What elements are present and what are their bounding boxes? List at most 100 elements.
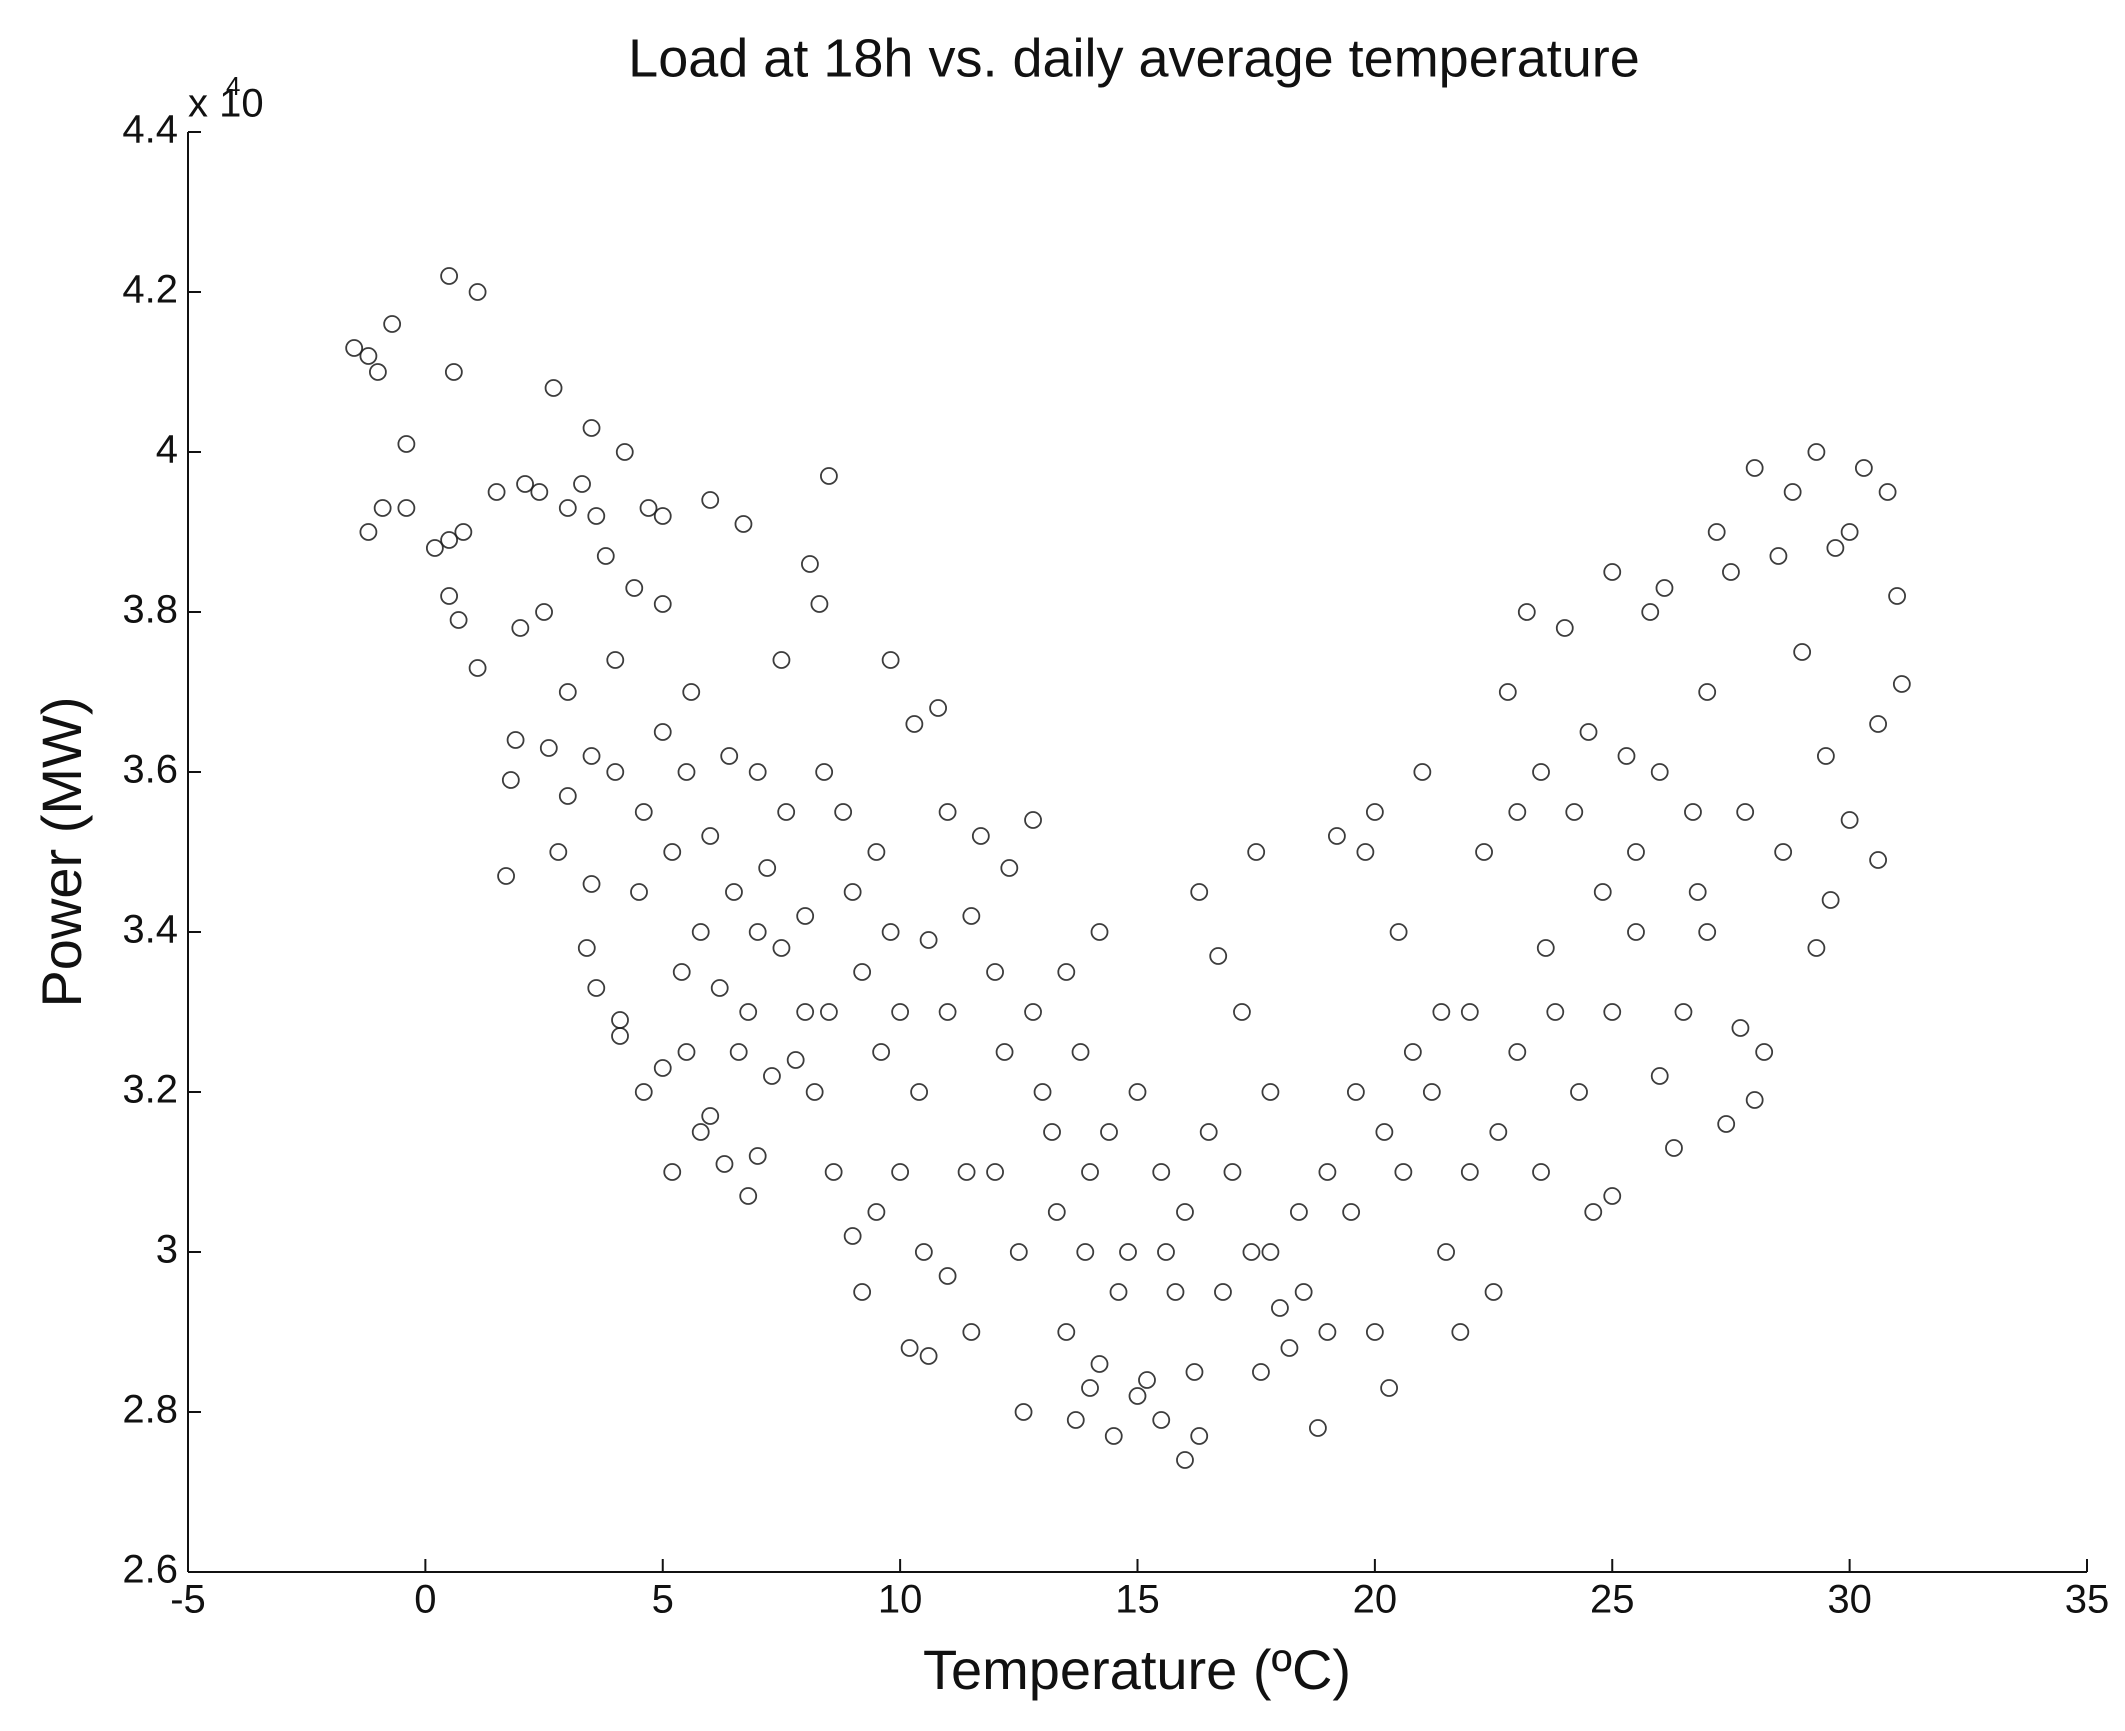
scatter-point bbox=[834, 803, 853, 821]
scatter-point bbox=[1584, 1203, 1603, 1221]
scatter-point bbox=[1214, 1283, 1232, 1301]
scatter-point bbox=[720, 747, 739, 765]
scatter-point bbox=[535, 603, 553, 621]
scatter-point bbox=[1603, 1003, 1622, 1021]
scatter-point bbox=[1294, 1283, 1313, 1301]
scatter-point bbox=[1536, 939, 1555, 957]
scatter-point bbox=[1261, 1083, 1280, 1101]
scatter-point bbox=[1869, 715, 1888, 733]
scatter-point bbox=[544, 379, 563, 397]
x-tick-label: 0 bbox=[414, 1578, 436, 1622]
scatter-point bbox=[1199, 1123, 1218, 1141]
scatter-point bbox=[397, 435, 416, 453]
scatter-point bbox=[606, 763, 625, 781]
scatter-point bbox=[596, 547, 615, 565]
scatter-point bbox=[1593, 883, 1612, 901]
scatter-point bbox=[1389, 923, 1408, 941]
scatter-point bbox=[1128, 1387, 1147, 1405]
scatter-point bbox=[1698, 683, 1717, 701]
scatter-point bbox=[634, 803, 653, 821]
scatter-point bbox=[1650, 763, 1669, 781]
x-tick-label: 10 bbox=[878, 1578, 923, 1622]
scatter-point bbox=[1627, 923, 1645, 941]
scatter-point bbox=[558, 787, 577, 805]
scatter-point bbox=[1190, 883, 1209, 901]
scatter-point bbox=[1665, 1139, 1683, 1157]
scatter-point bbox=[1508, 1043, 1527, 1061]
scatter-point bbox=[1309, 1419, 1327, 1437]
scatter-point bbox=[786, 1051, 805, 1069]
scatter-point bbox=[1024, 1003, 1042, 1021]
scatter-point bbox=[1009, 1243, 1028, 1261]
scatter-point bbox=[1346, 1083, 1365, 1101]
scatter-point bbox=[1109, 1283, 1128, 1301]
scatter-point bbox=[1807, 443, 1826, 461]
scatter-point bbox=[1252, 1363, 1270, 1381]
scatter-point bbox=[919, 931, 938, 949]
scatter-point bbox=[558, 683, 577, 701]
scatter-point bbox=[853, 963, 872, 981]
scatter-point bbox=[1071, 1043, 1090, 1061]
y-multiplier-exponent: 4 bbox=[226, 71, 240, 101]
scatter-point bbox=[639, 499, 658, 517]
scatter-point bbox=[1783, 483, 1802, 501]
scatter-point bbox=[796, 1003, 815, 1021]
scatter-point bbox=[1722, 563, 1740, 581]
x-tick-label: 20 bbox=[1353, 1578, 1398, 1622]
scatter-point bbox=[1413, 763, 1432, 781]
scatter-point bbox=[682, 683, 701, 701]
scatter-point bbox=[824, 1163, 843, 1181]
scatter-point bbox=[516, 475, 534, 493]
scatter-point bbox=[582, 747, 601, 765]
scatter-point bbox=[929, 699, 948, 717]
scatter-point bbox=[748, 763, 767, 781]
scatter-point bbox=[1057, 963, 1076, 981]
scatter-point bbox=[1489, 1123, 1508, 1141]
y-axis-label: Power (MW) bbox=[30, 696, 93, 1007]
scatter-point bbox=[1517, 603, 1536, 621]
scatter-point bbox=[914, 1243, 933, 1261]
scatter-point bbox=[1247, 843, 1266, 861]
scatter-point bbox=[1508, 803, 1527, 821]
scatter-point bbox=[1826, 539, 1845, 557]
scatter-point bbox=[1603, 1187, 1622, 1205]
scatter-point bbox=[1271, 1299, 1289, 1317]
scatter-point bbox=[1342, 1203, 1361, 1221]
scatter-point bbox=[677, 1043, 696, 1061]
y-tick-label: 4.2 bbox=[122, 268, 178, 312]
scatter-point bbox=[986, 963, 1004, 981]
scatter-point bbox=[701, 827, 720, 845]
scatter-point bbox=[1375, 1123, 1394, 1141]
scatter-point bbox=[506, 731, 525, 749]
scatter-point bbox=[872, 1043, 891, 1061]
scatter-point bbox=[938, 1267, 957, 1285]
scatter-point bbox=[1570, 1083, 1588, 1101]
scatter-point bbox=[587, 507, 606, 525]
scatter-point bbox=[549, 843, 568, 861]
scatter-point bbox=[663, 1163, 682, 1181]
scatter-point bbox=[1532, 763, 1550, 781]
scatter-point bbox=[995, 1043, 1014, 1061]
scatter-point bbox=[1793, 643, 1812, 661]
scatter-point bbox=[530, 483, 549, 501]
scatter-point bbox=[1579, 723, 1598, 741]
scatter-point bbox=[630, 883, 648, 901]
x-axis-label: Temperature (ºC) bbox=[923, 1638, 1351, 1701]
scatter-point bbox=[1475, 843, 1493, 861]
scatter-point bbox=[867, 843, 886, 861]
scatter-point bbox=[1024, 811, 1042, 829]
scatter-point bbox=[1674, 1003, 1693, 1021]
y-tick-label: 4.4 bbox=[122, 108, 178, 152]
scatter-point bbox=[1451, 1323, 1470, 1341]
scatter-point bbox=[1707, 523, 1726, 541]
scatter-point bbox=[582, 875, 601, 893]
scatter-point bbox=[691, 1123, 710, 1141]
scatter-point bbox=[1176, 1451, 1194, 1469]
scatter-point bbox=[1892, 675, 1911, 693]
scatter-point bbox=[1807, 939, 1826, 957]
scatter-point bbox=[1546, 1003, 1565, 1021]
scatter-point bbox=[867, 1203, 886, 1221]
chart-title: Load at 18h vs. daily average temperatur… bbox=[628, 28, 1640, 88]
